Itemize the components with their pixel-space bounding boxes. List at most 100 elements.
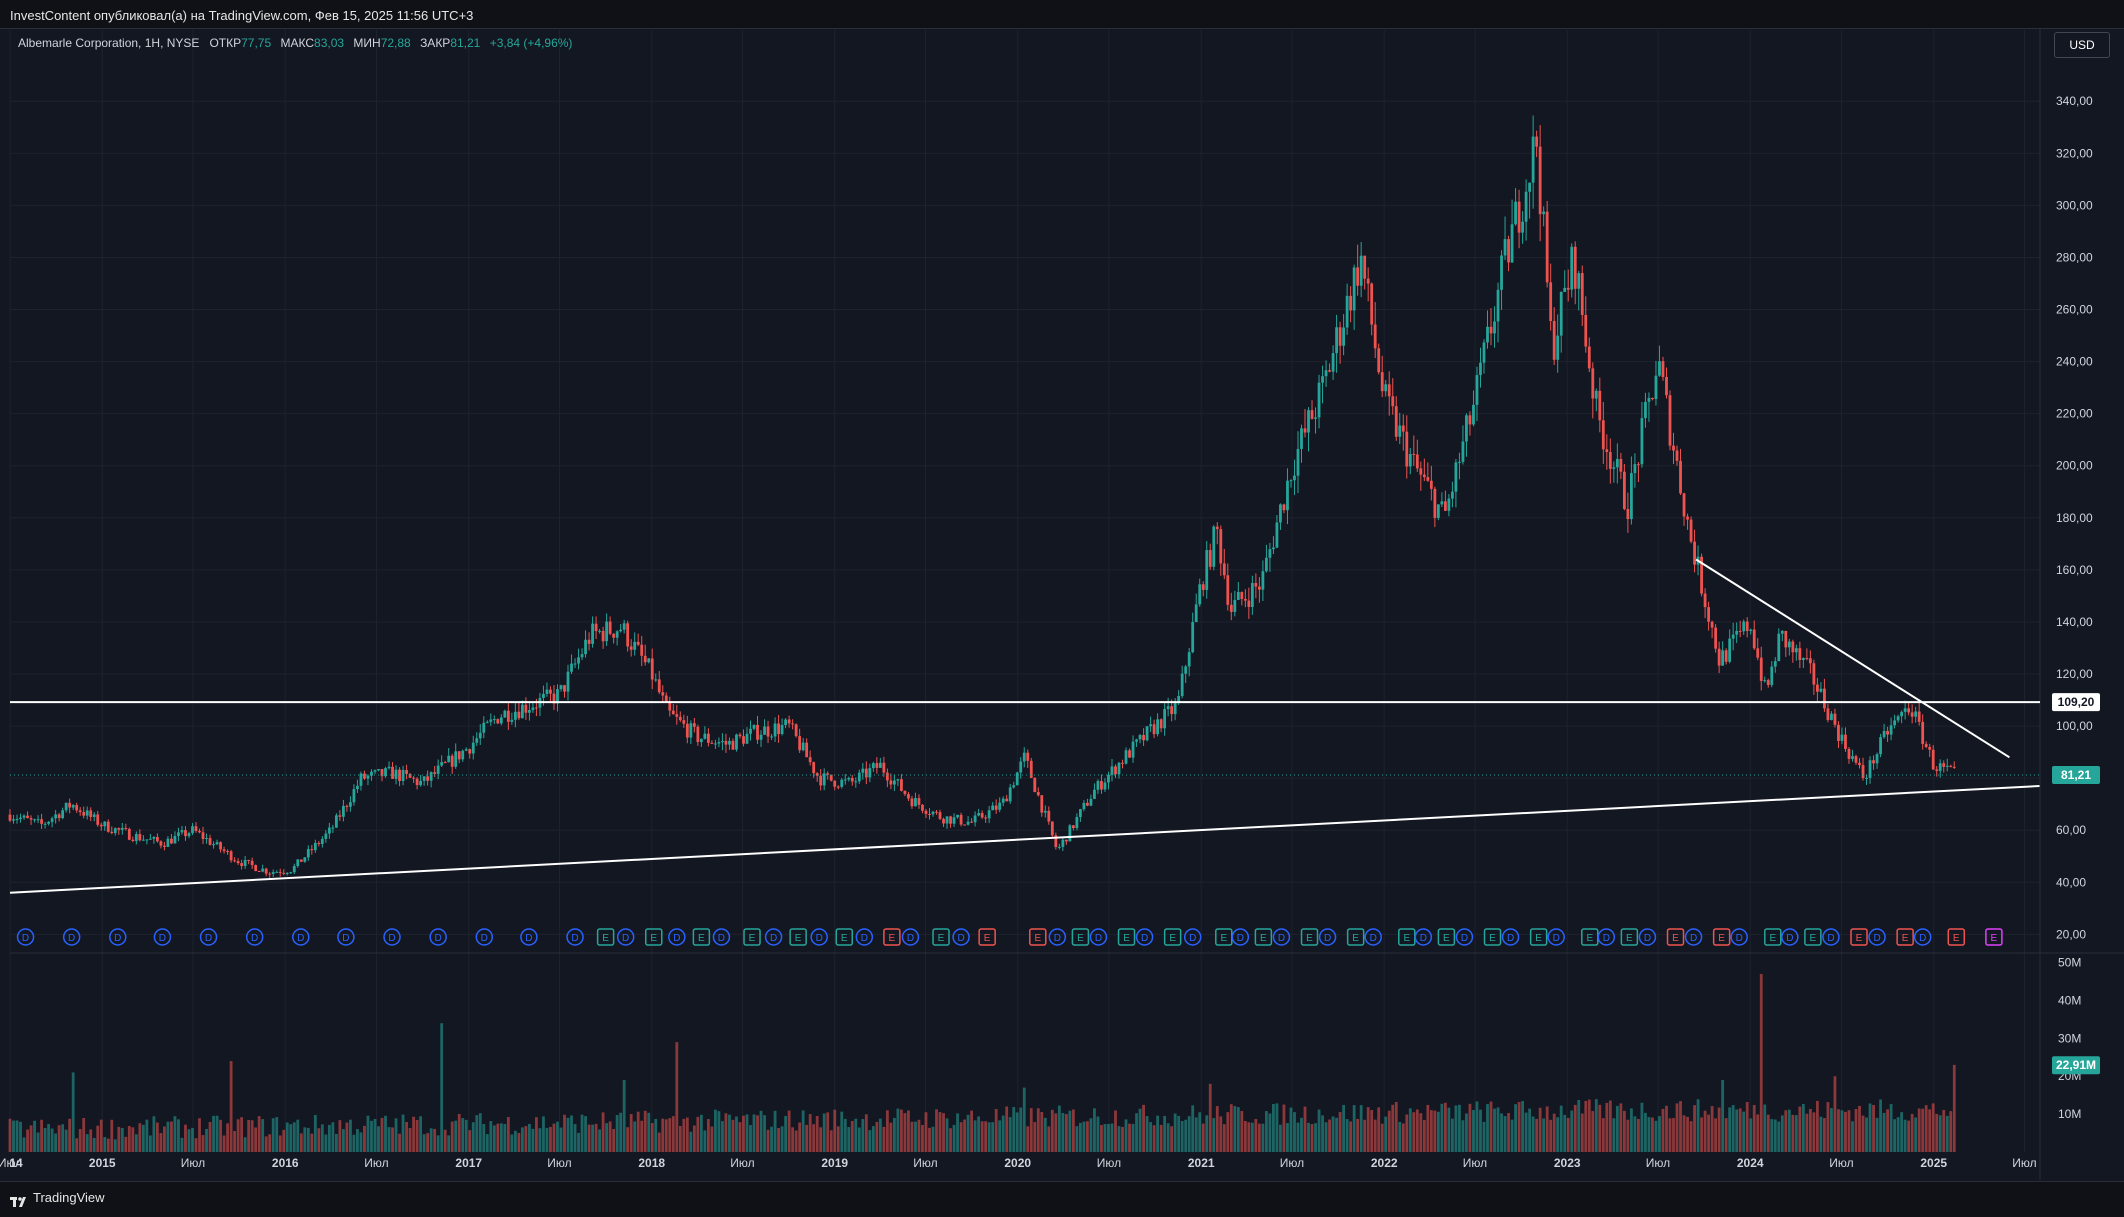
dividend-marker-icon[interactable] [855,928,874,946]
earnings-marker-icon[interactable] [1666,928,1685,946]
volume-bar [1005,1106,1009,1152]
dividend-marker-icon[interactable] [1135,928,1154,946]
earnings-marker-icon[interactable] [1117,928,1136,946]
price-tick-label: 340,00 [2056,94,2093,108]
dividend-marker-icon[interactable] [1597,928,1616,946]
earnings-marker-icon[interactable] [1346,928,1365,946]
dividend-marker-icon[interactable] [520,928,538,946]
dividend-marker-icon[interactable] [62,928,81,946]
dividend-marker-icon[interactable] [153,928,172,946]
earnings-marker-icon[interactable] [1163,928,1182,946]
dividend-marker-icon[interactable] [952,928,970,946]
earnings-marker-icon[interactable] [1712,928,1731,946]
volume-bar [1142,1104,1145,1152]
volume-bar [275,1117,279,1152]
dividend-marker-icon[interactable] [566,928,584,946]
dividend-marker-icon[interactable] [764,928,783,946]
volume-bar [1584,1100,1588,1152]
resistance-trendline[interactable] [1695,558,2010,759]
candle-body [749,728,752,734]
volume-bar [914,1121,917,1152]
dividend-marker-icon[interactable] [1318,928,1337,946]
dividend-marker-icon[interactable] [429,928,447,946]
dividend-marker-icon[interactable] [810,928,828,946]
volume-bar [875,1121,879,1152]
earnings-marker-icon[interactable] [883,928,901,946]
dividend-marker-icon[interactable] [199,928,218,946]
dividend-marker-icon[interactable] [1730,928,1748,946]
dividend-marker-icon[interactable] [245,928,264,946]
earnings-marker-icon[interactable] [692,928,711,946]
dividend-marker-icon[interactable] [1868,928,1886,946]
dividend-marker-icon[interactable] [1183,928,1202,946]
volume-bar [1489,1101,1493,1152]
dividend-marker-icon[interactable] [1822,928,1840,946]
dividend-marker-icon[interactable] [16,928,35,946]
earnings-marker-icon[interactable] [596,928,615,946]
dividend-marker-icon[interactable] [109,928,127,946]
earnings-marker-icon[interactable] [743,928,761,946]
footer-brand[interactable]: TradingView [10,1186,105,1210]
volume-bar [1079,1122,1082,1152]
earnings-marker-icon[interactable] [789,928,807,946]
volume-bar [1349,1121,1353,1152]
dividend-marker-icon[interactable] [712,928,731,946]
earnings-marker-icon[interactable] [1483,928,1502,946]
candle-body [1942,763,1946,767]
dividend-marker-icon[interactable] [1684,928,1703,946]
earnings-marker-icon[interactable] [1804,928,1822,946]
support-trendline[interactable] [9,784,2040,894]
candle-body [1426,477,1430,481]
candle-body [1321,376,1324,383]
earnings-marker-icon[interactable] [1850,928,1868,946]
dividend-marker-icon[interactable] [475,928,494,946]
volume-bar [907,1110,910,1152]
earnings-marker-icon[interactable] [835,928,854,946]
candle-body [654,679,658,681]
dividend-marker-icon[interactable] [1272,928,1291,946]
candle-body [1531,136,1535,183]
currency-button[interactable]: USD [2054,32,2110,58]
candle-body [1394,406,1398,437]
earnings-marker-icon[interactable] [1437,928,1456,946]
candle-body [106,821,110,832]
dividend-marker-icon[interactable] [668,928,686,946]
dividend-marker-icon[interactable] [383,928,401,946]
volume-bar [264,1136,268,1152]
candle-body [1658,361,1661,376]
event-marker-label: E [1586,933,1593,944]
volume-bar [1356,1118,1360,1152]
dividend-marker-icon[interactable] [616,928,635,946]
earnings-marker-icon[interactable] [978,928,996,946]
candle-body [1250,583,1254,607]
earnings-marker-icon[interactable] [1029,928,1047,946]
dividend-marker-icon[interactable] [1913,928,1932,946]
earnings-marker-icon[interactable] [1254,928,1273,946]
dividend-marker-icon[interactable] [1048,928,1067,946]
dividend-marker-icon[interactable] [292,928,310,946]
earnings-marker-icon[interactable] [1529,928,1548,946]
earnings-marker-icon[interactable] [1947,928,1966,946]
earnings-marker-icon[interactable] [932,928,950,946]
dividend-marker-icon[interactable] [1781,928,1799,946]
dividend-marker-icon[interactable] [1547,928,1565,946]
earnings-marker-icon[interactable] [1620,928,1639,946]
dividend-marker-icon[interactable] [1231,928,1250,946]
earnings-marker-icon[interactable] [1300,928,1319,946]
candle-body [345,805,349,807]
dividend-marker-icon[interactable] [337,928,355,946]
dividend-marker-icon[interactable] [1455,928,1474,946]
dividend-marker-icon[interactable] [1638,928,1657,946]
candle-body [1812,663,1816,685]
dividend-marker-icon[interactable] [901,928,920,946]
earnings-marker-icon[interactable] [644,928,663,946]
earnings-marker-icon[interactable] [1071,928,1090,946]
dividend-marker-icon[interactable] [1501,928,1520,946]
earnings-marker-icon[interactable] [1985,928,2003,946]
dividend-marker-icon[interactable] [1364,928,1382,946]
earnings-marker-icon[interactable] [1896,928,1914,946]
dividend-marker-icon[interactable] [1089,928,1108,946]
earnings-marker-icon[interactable] [1764,928,1782,946]
dividend-marker-icon[interactable] [1414,928,1433,946]
